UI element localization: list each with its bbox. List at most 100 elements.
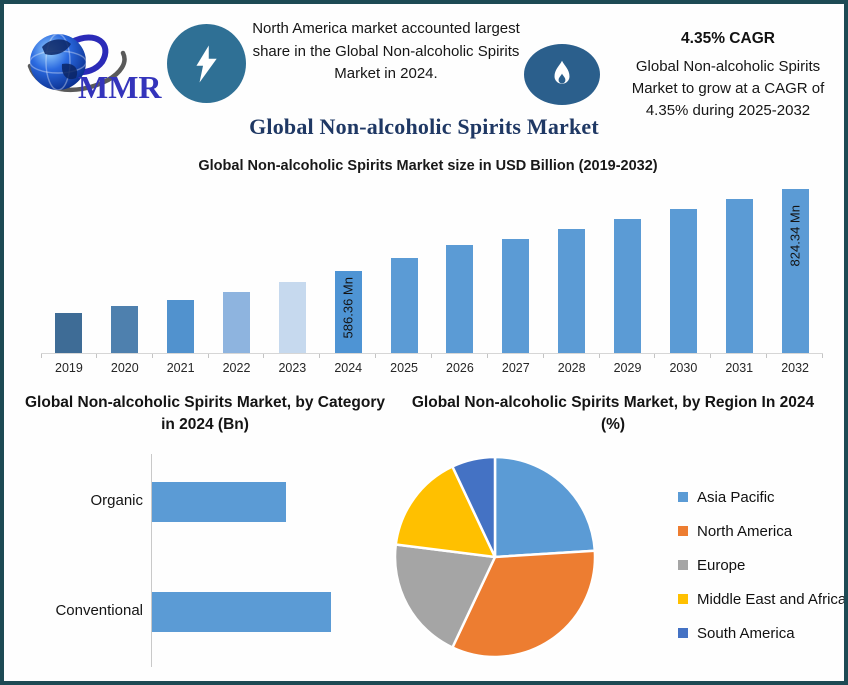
plot-cell [432,182,488,358]
plot-cell [41,182,97,358]
bar-2022 [223,292,250,353]
bar-2024: 586.36 Mn [334,271,362,353]
plot-cell [711,182,768,358]
plot-cell [599,182,656,358]
legend-marker [678,594,688,604]
legend-label: Middle East and Africa [697,590,847,608]
legend-item: South America [678,616,844,650]
legend-marker [678,492,688,502]
pie-slice-europe [393,543,497,649]
market-size-chart-section: Global Non-alcoholic Spirits Market size… [16,158,840,375]
column-2020: 2020 [96,182,153,375]
bar-2026 [446,244,474,353]
plot-cell [655,182,712,358]
cagr-block: 4.35% CAGR Global Non-alcoholic Spirits … [612,30,844,121]
logo-wordmark: MMR [78,69,162,105]
bar-2020 [111,306,139,353]
plot-cell [487,182,544,358]
flame-icon [554,60,570,84]
bar-organic [152,482,287,522]
bar-2021 [167,299,195,353]
year-label: 2027 [501,361,530,375]
legend-item: North America [678,514,844,548]
region-pie-chart [393,455,597,659]
bar-2028 [558,228,586,353]
legend-label: South America [697,624,795,642]
column-2028: 2028 [543,182,600,375]
bar-conventional [152,592,332,632]
legend-item: Europe [678,548,844,582]
legend-label: North America [697,522,793,540]
column-2019: 2019 [41,182,97,375]
column-2021: 2021 [152,182,209,375]
flame-badge [524,44,600,105]
bar-data-label: 586.36 Mn [340,277,356,339]
plot-cell [96,182,153,358]
year-label: 2032 [781,361,809,375]
globe-icon: MMR [27,33,162,105]
cagr-note: Global Non-alcoholic Spirits Market to g… [631,58,825,119]
year-label: 2029 [613,361,642,375]
plot-cell: 586.36 Mn [320,182,377,358]
bar-2030 [669,208,697,353]
plot-cell [543,182,600,358]
bar-data-label: 824.34 Mn [787,205,803,267]
year-label: 2024 [334,361,363,375]
legend-label: Asia Pacific [697,488,775,506]
category-label: Organic [90,492,143,509]
lightning-badge [167,24,246,103]
bar-2032: 824.34 Mn [781,189,809,353]
year-label: 2022 [222,361,251,375]
region-chart-section: Global Non-alcoholic Spirits Market, by … [382,392,844,677]
legend-label: Europe [697,556,746,574]
column-2029: 2029 [599,182,656,375]
plot-cell [152,182,209,358]
category-chart-title: Global Non-alcoholic Spirits Market, by … [24,394,385,434]
year-label: 2020 [110,361,139,375]
column-2022: 2022 [208,182,265,375]
bar-2031 [725,198,753,353]
bar-2029 [614,218,642,353]
pie-slice-middle-east-and-africa [394,465,497,559]
year-label: 2028 [557,361,586,375]
year-label: 2021 [166,361,195,375]
header-note: North America market accounted largest s… [252,20,520,82]
year-label: 2023 [278,361,307,375]
year-label: 2019 [55,361,83,375]
bar-2027 [502,238,530,353]
year-label: 2030 [669,361,698,375]
market-size-column-chart: 2019 2020 2021 2022 2023 586.36 Mn 2024 2025 202… [41,182,824,375]
column-2031: 2031 [711,182,768,375]
category-chart-section: Global Non-alcoholic Spirits Market, by … [20,392,390,672]
region-pie-legend: Asia Pacific North America Europe Middle Ea… [678,480,847,650]
plot-cell [376,182,433,358]
column-2027: 2027 [487,182,544,375]
plot-cell [264,182,321,358]
legend-marker [678,560,688,570]
column-2023: 2023 [264,182,321,375]
column-2024: 586.36 Mn 2024 [320,182,377,375]
region-chart-title: Global Non-alcoholic Spirits Market, by … [411,394,815,434]
legend-item: Asia Pacific [678,480,844,514]
column-2026: 2026 [432,182,488,375]
column-2032: 824.34 Mn 2032 [767,182,824,375]
bar-2023 [278,282,306,353]
cagr-value: 4.35% CAGR [681,30,775,47]
legend-item: Middle East and Africa [678,582,847,616]
market-size-chart-title: Global Non-alcoholic Spirits Market size… [198,158,658,174]
mmr-logo: MMR [16,14,174,106]
year-label: 2026 [446,361,474,375]
bar-2025 [390,257,418,353]
pie-slice-asia-pacific [493,455,597,559]
legend-marker [678,628,688,638]
year-label: 2031 [725,361,754,375]
category-label: Conventional [55,602,143,619]
lightning-icon [195,45,217,82]
page-title: Global Non-alcoholic Spirits Market [249,114,599,139]
column-2030: 2030 [655,182,712,375]
bar-2019 [55,312,83,353]
pie-slice-south-america [451,455,497,559]
column-2025: 2025 [376,182,433,375]
year-label: 2025 [390,361,418,375]
